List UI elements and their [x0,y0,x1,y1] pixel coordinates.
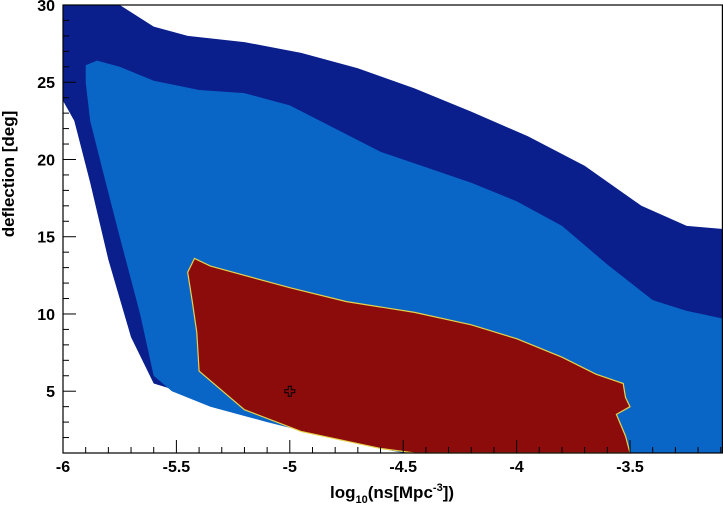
y-tick-label: 25 [37,75,55,92]
x-tick-label: -4 [509,459,523,476]
y-tick-label: 15 [37,230,55,247]
x-tick-label: -4.5 [389,459,417,476]
y-tick-label: 10 [37,307,55,324]
y-tick-label: 20 [37,152,55,169]
x-tick-label: -6 [56,459,70,476]
best-fit-layer [284,385,296,397]
x-tick-label: -5.5 [163,459,191,476]
confidence-regions [63,5,723,454]
y-axis-ticks: 5 10 15 20 25 30 [37,0,76,454]
region-inner [187,257,631,454]
y-tick-label: 5 [46,384,55,401]
plot-frame [62,4,723,454]
y-axis-title: deflection [deg] [0,111,18,238]
x-axis-ticks: -6 -5.5 -5 -4.5 -4 -3.5 [56,440,722,476]
y-tick-label: 30 [37,0,55,15]
x-tick-label: -5 [283,459,297,476]
x-tick-label: -3.5 [616,459,644,476]
best-fit-marker [284,385,296,397]
x-axis-title: log10(ns[Mpc-3]) [330,482,454,506]
